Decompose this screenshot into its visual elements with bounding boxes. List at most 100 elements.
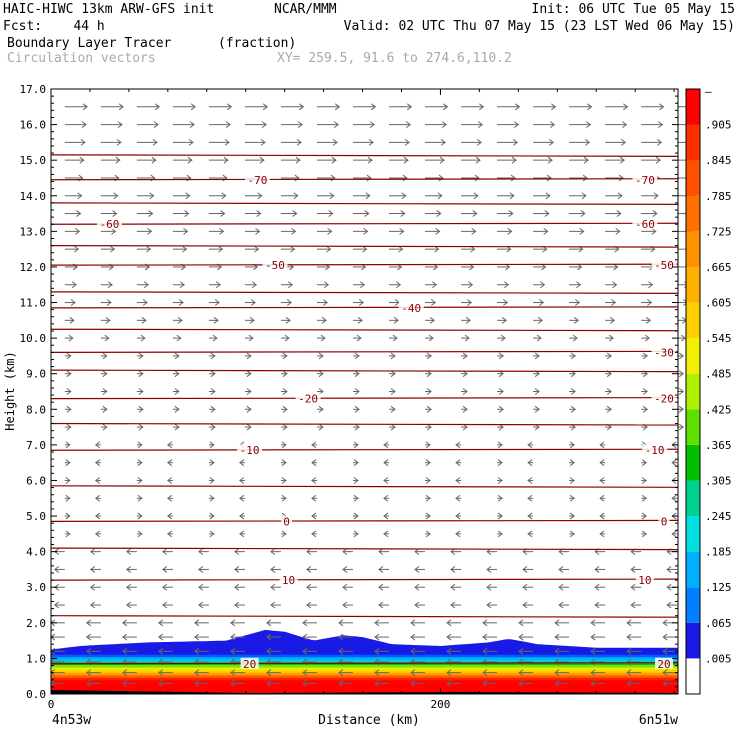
circulation-vector: [230, 647, 245, 655]
circulation-vector: [518, 669, 534, 677]
vector-head: [527, 441, 533, 449]
vector-head: [174, 405, 180, 413]
circulation-vector: [461, 121, 484, 128]
circulation-vector: [425, 192, 443, 200]
vector-head: [482, 647, 488, 655]
vector-head: [281, 494, 287, 502]
vector-head: [318, 423, 324, 431]
vector-head: [230, 619, 236, 627]
circulation-vector: [569, 334, 578, 342]
colorbar-label: .065: [705, 617, 732, 630]
vector-head: [390, 388, 396, 395]
circulation-vector: [388, 121, 412, 128]
circulation-vector: [461, 138, 482, 146]
vector-head: [281, 441, 287, 449]
vector-head: [311, 441, 317, 449]
vector-head: [446, 633, 452, 641]
vector-head: [518, 658, 524, 666]
circulation-vector: [208, 530, 215, 538]
vector-head: [619, 156, 625, 164]
circulation-vector: [671, 494, 678, 502]
circulation-vector: [352, 405, 360, 413]
circulation-vector: [554, 633, 570, 641]
circulation-vector: [64, 512, 71, 520]
circulation-vector: [599, 441, 606, 449]
circulation-vector: [461, 227, 477, 235]
circulation-vector: [64, 530, 71, 538]
circulation-vector: [461, 192, 479, 200]
circulation-vector: [85, 669, 101, 677]
vector-head: [102, 370, 108, 378]
vector-head: [219, 227, 225, 235]
vector-head: [645, 316, 652, 324]
circulation-vector: [518, 619, 534, 627]
vector-head: [678, 352, 685, 360]
vector-head: [594, 583, 600, 591]
vector-head: [198, 566, 204, 573]
vector-head: [527, 494, 533, 502]
colorbar-label: .005: [705, 652, 732, 665]
vector-head: [209, 494, 215, 502]
circulation-vector: [425, 245, 440, 253]
circulation-vector: [100, 299, 112, 306]
vector-head: [508, 210, 514, 217]
circulation-vector: [533, 334, 542, 342]
vector-head: [311, 494, 317, 502]
circulation-vector: [100, 227, 117, 235]
vector-head: [198, 583, 204, 591]
vector-head: [486, 601, 492, 609]
vector-head: [137, 530, 143, 538]
circulation-vector: [518, 633, 534, 641]
circulation-vector: [94, 477, 101, 484]
vector-head: [342, 548, 348, 556]
circulation-vector: [244, 210, 262, 217]
vector-head: [94, 512, 101, 520]
vector-head: [518, 669, 524, 677]
circulation-vector: [630, 566, 642, 573]
vector-head: [251, 281, 258, 289]
isotherm-label: 10: [282, 574, 295, 587]
vector-head: [497, 441, 503, 449]
plot-frame: [50, 88, 679, 695]
circulation-vector: [352, 494, 359, 502]
circulation-vector: [244, 423, 252, 431]
circulation-vector: [569, 156, 589, 164]
circulation-vector: [641, 494, 647, 502]
circulation-vector: [605, 405, 612, 413]
circulation-vector: [425, 210, 442, 217]
circulation-vector: [522, 583, 534, 591]
circulation-vector: [172, 192, 191, 200]
vector-head: [126, 548, 132, 556]
vector-head: [402, 174, 408, 182]
circulation-vector: [280, 138, 302, 146]
colorbar-cell: [686, 266, 700, 303]
isotherm-label: -20: [654, 393, 674, 406]
circulation-vector: [208, 423, 216, 431]
isotherm-line: [50, 263, 679, 266]
isotherm-label-bg: [279, 574, 298, 586]
circulation-vector: [352, 121, 376, 128]
isotherm-label-bg: [651, 259, 677, 271]
circulation-vector: [497, 103, 521, 111]
circulation-vector: [280, 192, 299, 200]
circulation-vector: [482, 633, 498, 641]
vector-head: [111, 227, 117, 235]
vector-head: [354, 423, 360, 431]
circulation-vector: [244, 245, 260, 253]
vector-head: [94, 494, 101, 502]
vector-head: [383, 512, 389, 520]
vector-head: [398, 245, 404, 253]
circulation-vector: [266, 647, 281, 655]
vector-head: [406, 103, 413, 111]
vector-head: [162, 566, 168, 573]
circulation-vector: [388, 334, 398, 342]
vector-head: [626, 633, 632, 641]
vector-head: [198, 601, 204, 609]
isotherm-line: [50, 578, 679, 581]
vector-head: [270, 566, 276, 573]
vector-head: [149, 192, 155, 200]
vector-head: [425, 512, 431, 520]
circulation-vector: [100, 138, 122, 146]
vector-head: [662, 669, 668, 677]
vector-head: [395, 281, 402, 289]
